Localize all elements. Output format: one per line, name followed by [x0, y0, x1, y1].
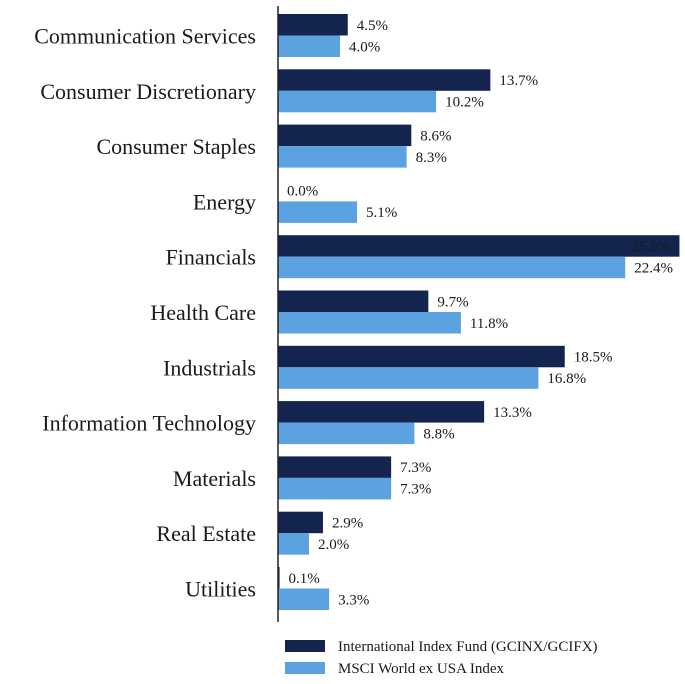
value-label-fund-communication-services: 4.5%: [357, 18, 388, 34]
bar-fund-utilities: [278, 567, 280, 589]
category-label-financials: Financials: [166, 245, 256, 270]
bar-fund-consumer-staples: [278, 124, 412, 147]
value-label-fund-information-technology: 13.3%: [493, 405, 532, 421]
value-label-fund-energy: 0.0%: [287, 184, 318, 200]
value-label-fund-financials: 25.9%: [632, 239, 671, 255]
bar-index-health-care: [278, 312, 461, 334]
legend-label-fund: International Index Fund (GCINX/GCIFX): [338, 639, 598, 655]
bar-index-consumer-discretionary: [278, 90, 437, 113]
value-label-fund-health-care: 9.7%: [437, 294, 468, 310]
value-label-index-communication-services: 4.0%: [349, 39, 380, 55]
value-label-fund-materials: 7.3%: [400, 460, 431, 476]
value-label-fund-real-estate: 2.9%: [332, 515, 363, 531]
legend-label-index: MSCI World ex USA Index: [338, 661, 505, 677]
category-label-industrials: Industrials: [163, 355, 256, 380]
category-labels: Communication Services Consumer Discretio…: [34, 24, 256, 602]
value-label-index-utilities: 3.3%: [338, 592, 369, 608]
bar-index-materials: [278, 477, 392, 500]
bar-fund-financials: [278, 235, 680, 257]
legend-swatch-fund: [285, 640, 325, 652]
category-label-health-care: Health Care: [150, 300, 256, 325]
bar-index-energy: [278, 201, 358, 223]
value-label-index-consumer-staples: 8.3%: [416, 150, 447, 166]
category-label-utilities: Utilities: [185, 577, 256, 602]
value-label-fund-utilities: 0.1%: [289, 571, 320, 587]
bar-fund-consumer-discretionary: [278, 69, 491, 91]
value-label-index-industrials: 16.8%: [547, 371, 586, 387]
value-label-index-materials: 7.3%: [400, 482, 431, 498]
value-label-index-information-technology: 8.8%: [423, 426, 454, 442]
bar-index-real-estate: [278, 533, 309, 555]
bar-index-communication-services: [278, 35, 340, 57]
category-label-consumer-discretionary: Consumer Discretionary: [40, 79, 256, 104]
category-label-real-estate: Real Estate: [156, 521, 256, 546]
category-label-information-technology: Information Technology: [42, 411, 256, 436]
value-labels: 4.5% 4.0% 13.7% 10.2% 8.6% 8.3% 0.0% 5.1% 25.9% 2…: [287, 18, 673, 609]
value-label-index-real-estate: 2.0%: [318, 537, 349, 553]
bar-fund-real-estate: [278, 511, 323, 534]
value-label-index-health-care: 11.8%: [470, 316, 508, 332]
legend-swatch-index: [285, 662, 325, 674]
bar-fund-materials: [278, 456, 392, 478]
value-label-index-financials: 22.4%: [634, 260, 673, 276]
value-label-fund-consumer-staples: 8.6%: [420, 128, 451, 144]
category-label-energy: Energy: [193, 189, 256, 214]
value-label-index-consumer-discretionary: 10.2%: [445, 95, 484, 111]
value-label-index-energy: 5.1%: [366, 205, 397, 221]
category-label-materials: Materials: [173, 466, 256, 491]
bar-index-industrials: [278, 367, 539, 389]
category-label-consumer-staples: Consumer Staples: [97, 134, 257, 159]
bar-fund-information-technology: [278, 401, 485, 423]
category-label-communication-services: Communication Services: [34, 24, 256, 49]
bar-index-information-technology: [278, 422, 415, 445]
bar-index-financials: [278, 256, 626, 279]
bar-group: [278, 14, 680, 610]
bar-index-consumer-staples: [278, 146, 407, 168]
bar-index-utilities: [278, 588, 330, 610]
bar-fund-health-care: [278, 290, 429, 312]
value-label-fund-consumer-discretionary: 13.7%: [499, 73, 538, 89]
value-label-fund-industrials: 18.5%: [574, 350, 613, 366]
legend: International Index Fund (GCINX/GCIFX) MS…: [285, 639, 598, 677]
bar-fund-communication-services: [278, 14, 348, 36]
bar-fund-industrials: [278, 345, 565, 368]
